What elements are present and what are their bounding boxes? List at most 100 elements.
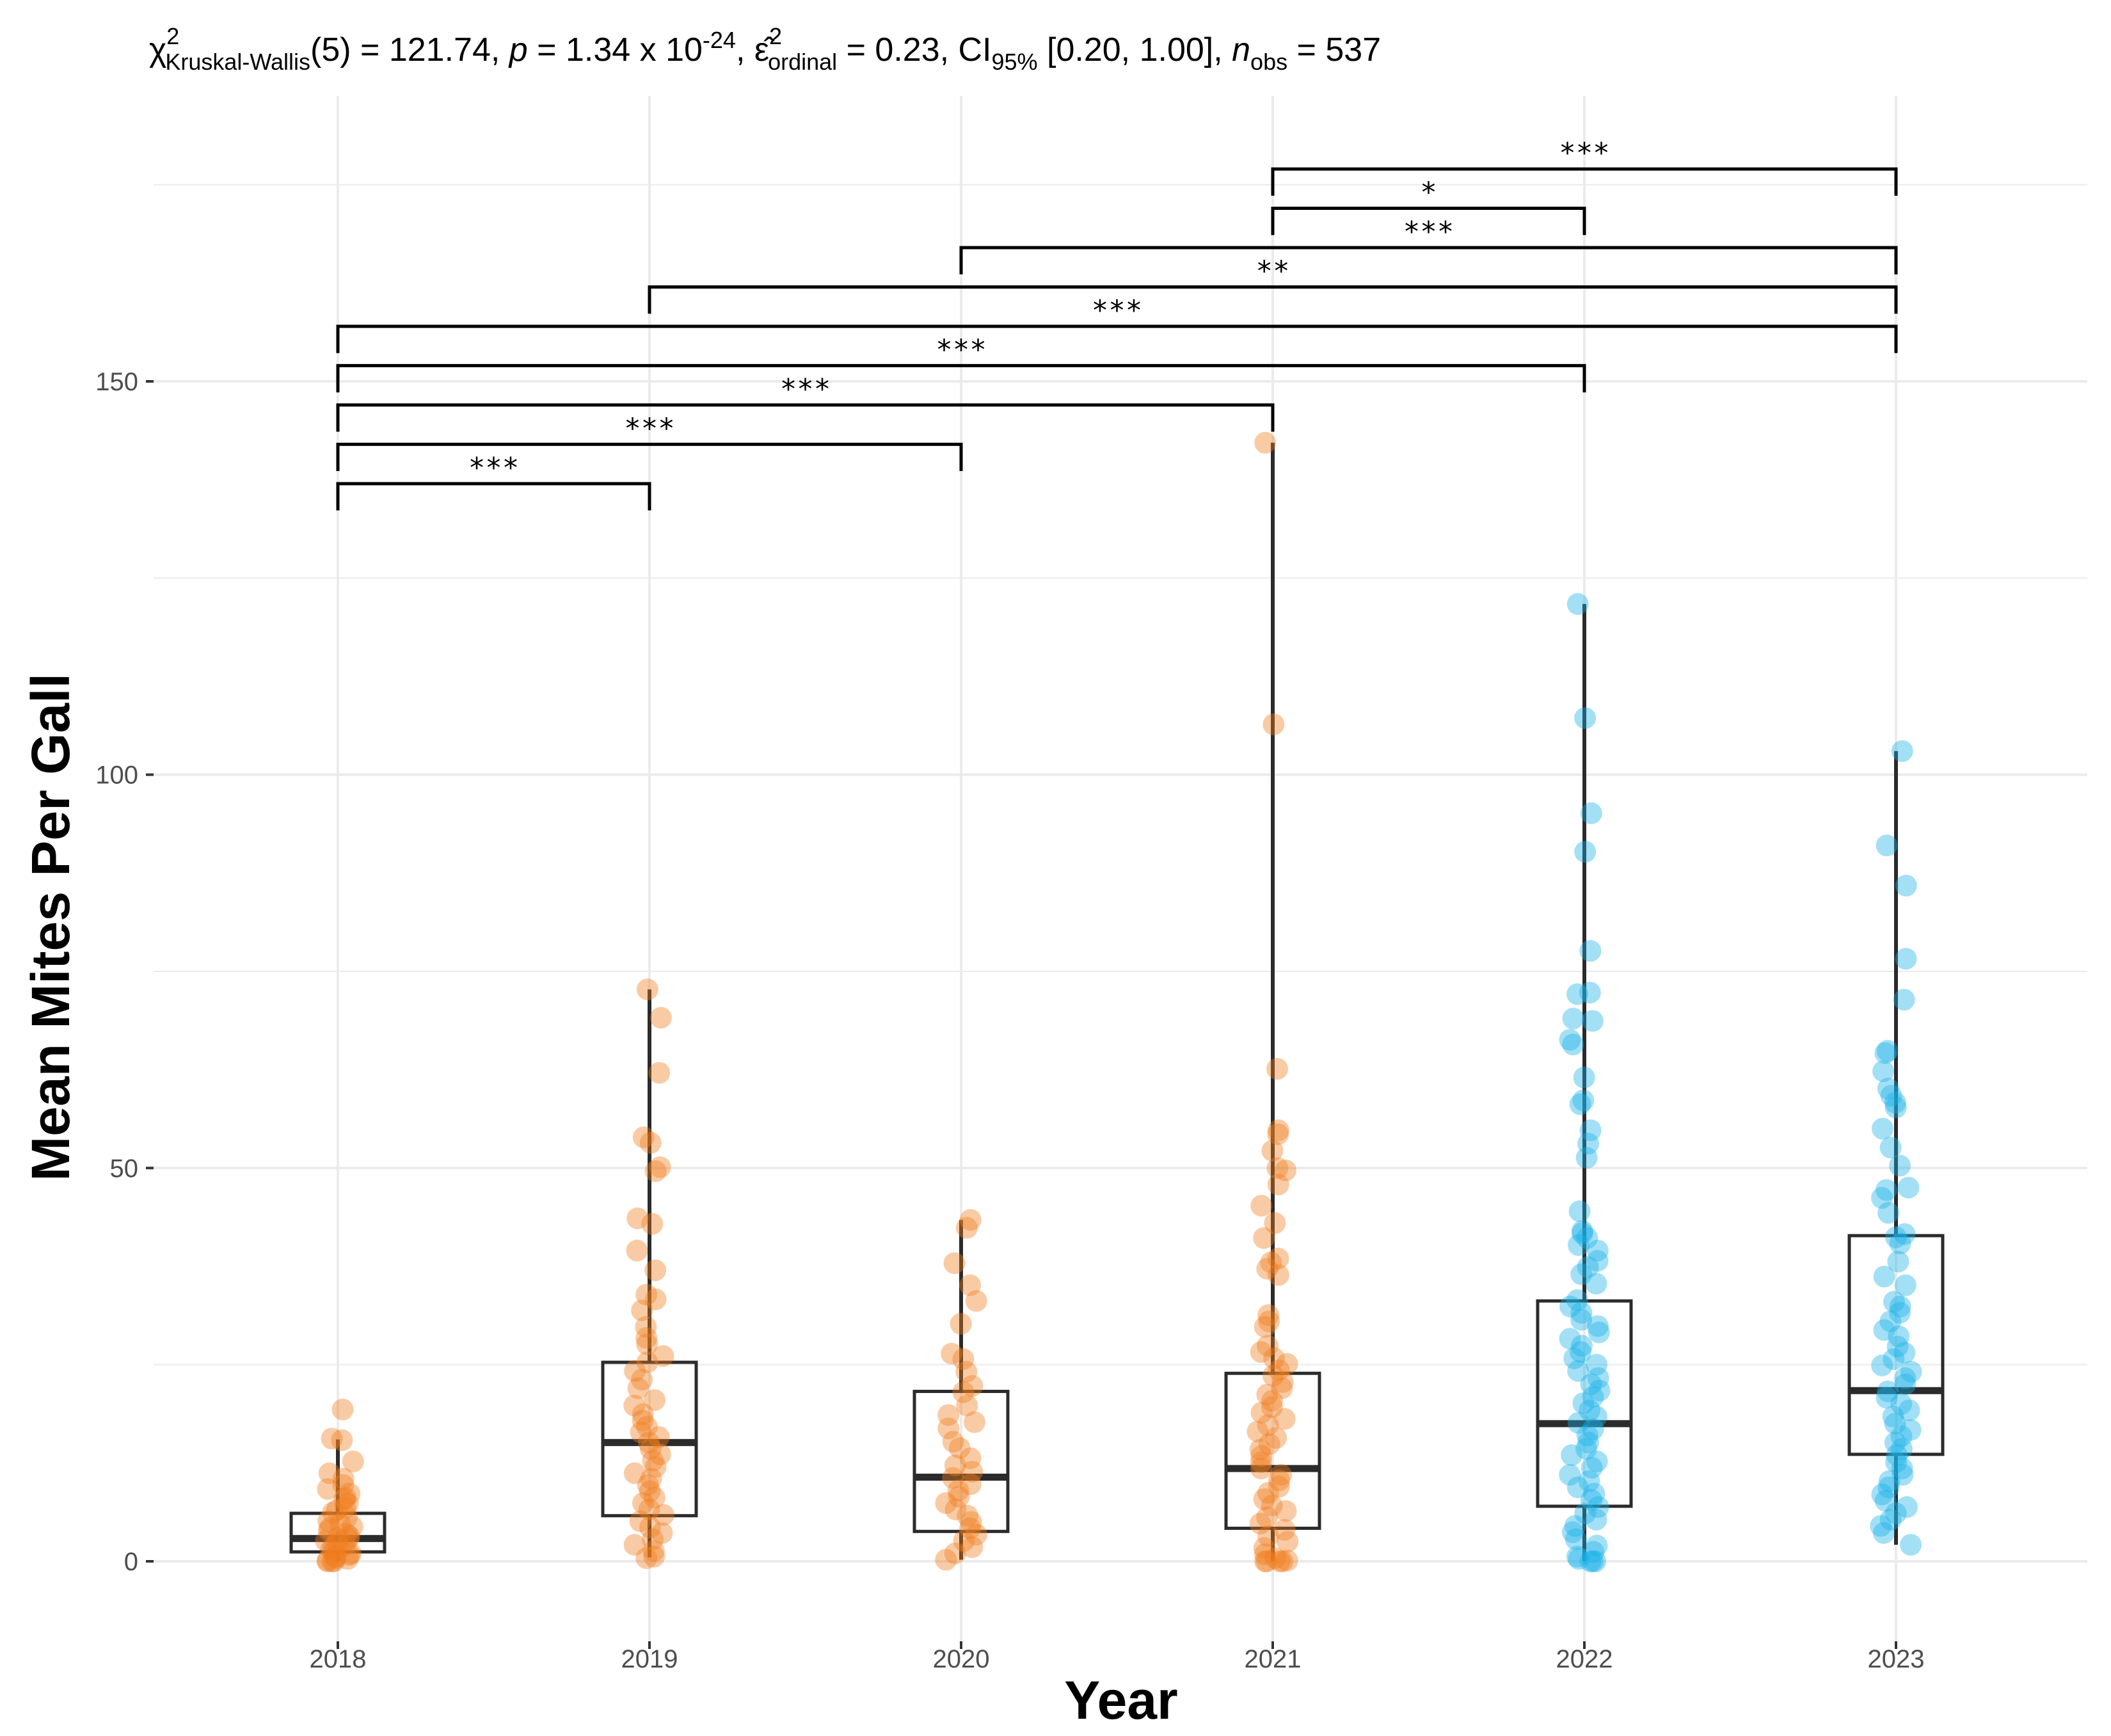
data-point [329,1513,351,1536]
data-point [640,1467,662,1490]
data-point [1570,1263,1593,1286]
data-point [1872,1117,1894,1140]
subtitle-text: p [508,31,528,68]
data-point [1264,1212,1286,1234]
data-point [1564,1515,1586,1537]
data-point [642,1528,664,1550]
data-point [635,1326,658,1349]
data-point [1254,1550,1277,1572]
data-point [649,1007,672,1029]
data-point [1561,1444,1583,1467]
data-point [1255,1550,1278,1572]
data-point [944,1542,966,1565]
data-point [1883,1291,1905,1313]
data-point [1257,1482,1280,1504]
data-point [1559,1295,1582,1318]
data-point [1576,1424,1598,1447]
data-point [1579,1399,1601,1421]
data-point [648,1426,670,1448]
data-point [629,1510,651,1533]
data-point [1567,1360,1589,1382]
data-point [952,1381,975,1403]
data-point [652,1504,674,1526]
data-point [324,1547,347,1570]
data-point [1565,1528,1587,1550]
data-point [1566,593,1589,615]
data-point [959,1209,982,1231]
data-point [324,1545,347,1568]
subtitle-superscript: 2 [166,23,179,49]
data-point [1269,1550,1291,1572]
data-point [1250,1195,1273,1217]
data-point [1271,1550,1294,1572]
significance-label: *** [1559,137,1609,170]
significance-bracket [336,403,1275,432]
data-point [1572,1089,1595,1111]
data-point [1570,1341,1592,1363]
data-point [959,1447,982,1469]
data-point [1267,1123,1289,1145]
y-tick-label: 0 [124,1548,138,1576]
data-point [1877,1078,1899,1100]
data-point [1261,1390,1283,1412]
data-point [1889,1232,1911,1255]
data-point [942,1431,964,1453]
data-point [1880,1085,1902,1107]
data-point [1265,1426,1287,1449]
data-point [635,1316,657,1338]
subtitle-text: (5) = 121.74, [310,31,509,68]
data-point [638,1431,660,1454]
data-point [941,1342,963,1365]
data-point [1586,1353,1608,1376]
data-point [1872,1522,1895,1544]
data-point [644,1259,667,1282]
data-point [1256,1335,1279,1357]
data-point [643,1545,665,1568]
data-point [1582,1550,1604,1572]
data-point [1877,1476,1900,1499]
data-point [1898,1399,1920,1421]
data-point [641,1213,664,1235]
data-point [1566,1476,1589,1499]
data-point [1579,940,1602,962]
data-point [639,1438,662,1460]
data-point [953,1530,975,1552]
data-point [1267,1247,1289,1270]
box-iqr [1536,1299,1633,1508]
data-point [644,1288,667,1310]
data-point [1268,1476,1290,1498]
significance-bracket [1271,167,1898,196]
data-point [1256,1257,1279,1280]
data-point [1884,1096,1907,1119]
data-point [318,1462,340,1485]
data-point [643,1486,665,1509]
data-point [1576,1227,1598,1249]
data-point [1893,989,1915,1011]
data-point [1275,1500,1297,1522]
data-point [1882,1405,1904,1428]
data-point [334,1497,356,1519]
data-point [1262,1364,1284,1387]
data-point [1261,1494,1283,1517]
data-point [1581,1456,1603,1479]
data-point [1575,1438,1597,1460]
data-point [1892,1463,1914,1486]
data-point [1566,1289,1588,1311]
data-point [1562,1033,1584,1056]
data-point [1879,1310,1902,1333]
data-point [334,1534,356,1557]
data-point [1586,1315,1609,1337]
data-point [1585,1405,1607,1428]
data-point [1891,740,1913,762]
data-point [631,1299,653,1321]
data-point [1268,1469,1291,1492]
data-point [1250,1341,1272,1363]
data-point [1582,1541,1605,1563]
data-point [1261,1396,1283,1419]
significance-label: *** [624,412,674,445]
data-point [1888,1302,1911,1324]
data-point [960,1511,982,1533]
data-point [339,1483,361,1505]
significance-label: *** [1092,294,1142,327]
